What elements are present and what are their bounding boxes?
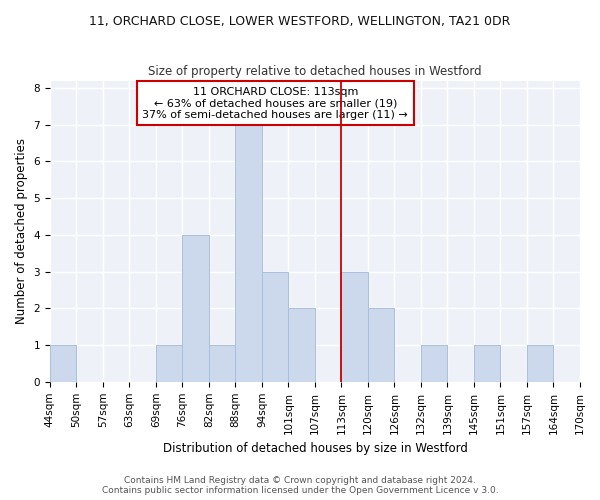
Bar [156,345,182,382]
Bar [182,235,209,382]
Y-axis label: Number of detached properties: Number of detached properties [15,138,28,324]
Text: 11 ORCHARD CLOSE: 113sqm
← 63% of detached houses are smaller (19)
37% of semi-d: 11 ORCHARD CLOSE: 113sqm ← 63% of detach… [142,86,408,120]
Bar [262,272,289,382]
Bar [209,345,235,382]
Bar [368,308,394,382]
Bar [341,272,368,382]
Bar [50,345,76,382]
Bar [474,345,500,382]
Bar [235,124,262,382]
Bar [527,345,553,382]
Text: Contains HM Land Registry data © Crown copyright and database right 2024.
Contai: Contains HM Land Registry data © Crown c… [101,476,499,495]
X-axis label: Distribution of detached houses by size in Westford: Distribution of detached houses by size … [163,442,467,455]
Bar [421,345,448,382]
Bar [289,308,315,382]
Text: 11, ORCHARD CLOSE, LOWER WESTFORD, WELLINGTON, TA21 0DR: 11, ORCHARD CLOSE, LOWER WESTFORD, WELLI… [89,15,511,28]
Title: Size of property relative to detached houses in Westford: Size of property relative to detached ho… [148,65,482,78]
